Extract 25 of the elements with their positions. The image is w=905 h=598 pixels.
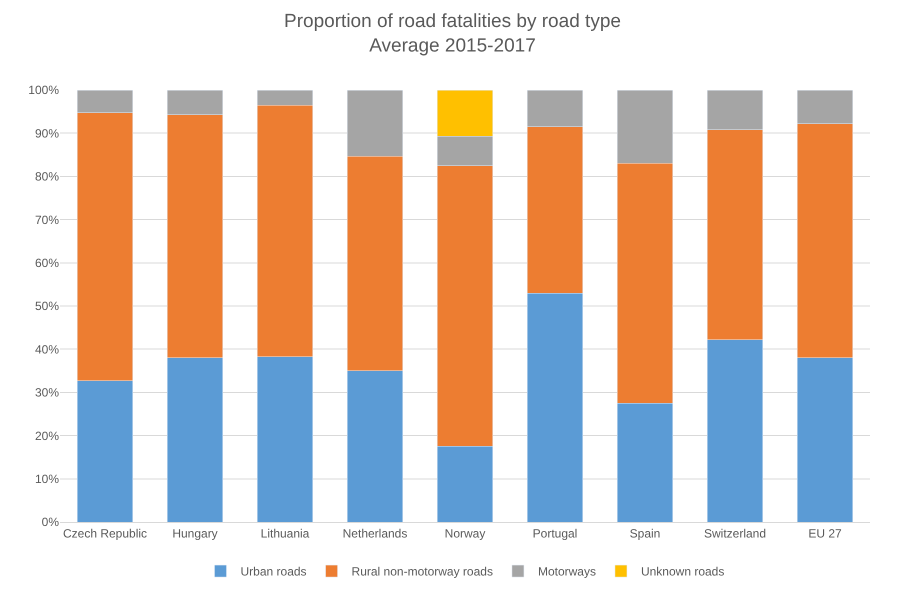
y-tick-label: 80% [34,170,60,184]
x-tick-label: Portugal [532,526,578,540]
y-tick-label: 40% [34,342,60,356]
x-tick-label: Norway [444,526,486,540]
x-tick-label: Hungary [172,526,218,540]
legend-label: Motorways [538,564,596,579]
x-tick-label: Lithuania [260,526,310,540]
y-tick-label: 60% [34,256,60,270]
legend-label: Rural non-motorway roads [352,564,493,579]
y-tick-label: 100% [28,83,60,98]
x-tick-label: Netherlands [342,526,408,540]
legend-label: Unknown roads [640,564,724,579]
chart-title: Proportion of road fatalities by road type Average 2015-2017 [284,10,621,57]
y-tick-label: 20% [34,428,60,443]
legend-label: Urban roads [240,564,307,579]
y-tick-label: 50% [34,299,60,314]
y-tick-label: 30% [34,386,60,400]
y-tick-label: 70% [34,212,60,227]
x-tick-label: Spain [630,526,660,540]
y-tick-label: 0% [42,515,60,530]
x-tick-label: Switzerland [704,526,766,540]
x-tick-label: EU 27 [808,526,842,540]
x-tick-label: Czech Republic [62,526,148,540]
y-tick-label: 90% [34,126,60,140]
y-tick-label: 10% [34,472,60,486]
